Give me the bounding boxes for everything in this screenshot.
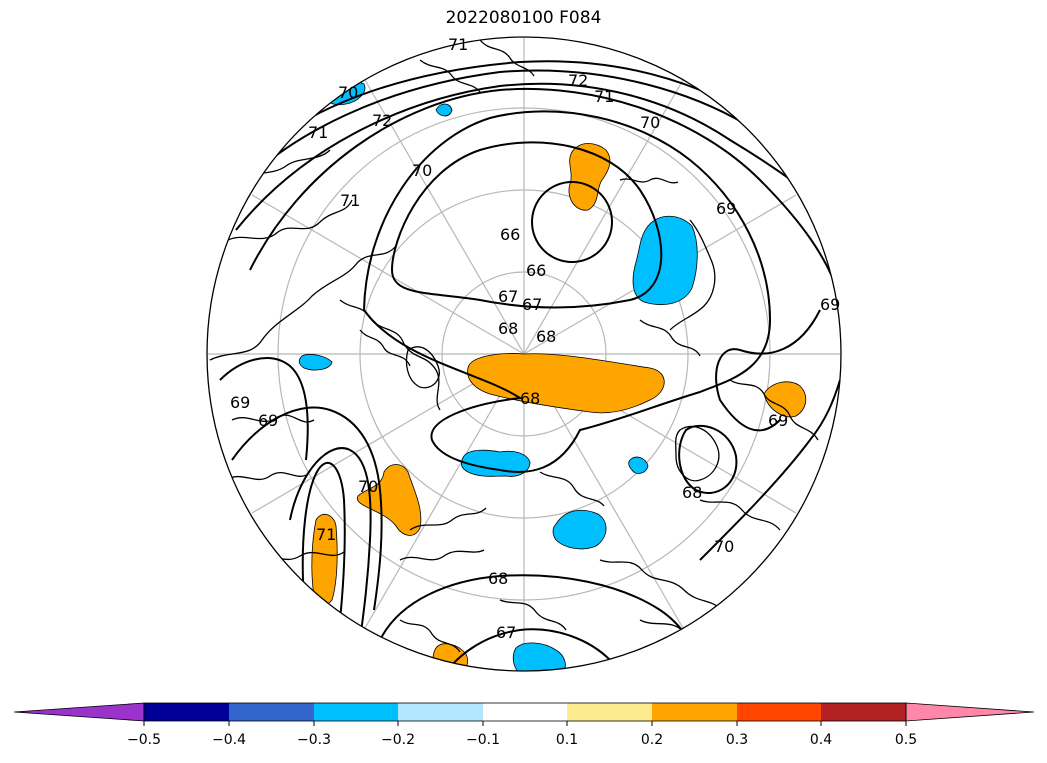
contour-label: 70 [338,83,358,102]
colorbar-bin [821,703,906,721]
coastline [639,319,701,357]
colorbar-tick-label: −0.3 [297,732,331,748]
coastline [227,199,353,241]
colorbar-bin [483,703,567,721]
negative-anomalies [298,81,698,671]
contour-label: 70 [358,477,378,496]
contour-label: 67 [498,287,518,306]
contour-67 [390,141,663,309]
contour-west-2 [289,447,372,641]
colorbar-bin [229,703,314,721]
contour-label: 69 [230,393,250,412]
anomaly-negative [552,509,607,550]
coastline [209,245,397,361]
colorbar-tick-label: 0.5 [895,732,917,748]
anomaly-negative [298,354,333,371]
contour-69-east [715,309,821,432]
coastline [405,346,440,389]
contour-label: 70 [412,161,432,180]
contour-69 [249,88,841,301]
coastline [729,379,819,441]
contour-label: 69 [768,411,788,430]
colorbar-extend-min [13,702,145,722]
map-title: 2022080100 F084 [445,8,602,28]
contour-label: 71 [308,123,328,142]
anomaly-positive [357,464,422,536]
coastline [419,59,481,93]
contour-label: 72 [372,111,392,130]
contour-label: 67 [522,295,542,314]
contour-label: 71 [316,525,336,544]
contour-68-east [678,425,738,494]
contour-72 [259,60,701,151]
anomaly-negative [435,103,453,117]
contour-66 [531,181,613,263]
contour-label: 68 [682,483,702,502]
contour-label: 71 [340,191,360,210]
colorbar-bin [737,703,821,721]
colorbar-tick-label: 0.2 [641,732,663,748]
contour-71 [225,69,771,201]
coastline [359,329,411,367]
contour-labels: 71 70 71 72 72 71 70 70 71 69 69 66 66 6… [230,35,840,642]
contour-label: 70 [714,537,734,556]
colorbar-bin [314,703,398,721]
coastline [409,507,487,531]
coastline [599,559,725,613]
coastline [225,471,309,481]
contour-west-3 [301,462,346,621]
contour-label: 70 [640,113,660,132]
anomaly-negative [460,449,531,477]
colorbar-tick-label: −0.2 [381,732,415,748]
coastline [539,471,605,507]
contour-label: 71 [594,87,614,106]
contour-68 [362,110,772,473]
contour-label: 69 [820,295,840,314]
contour-70-east [699,379,841,561]
anomaly-positive [763,381,807,418]
contour-label: 68 [488,569,508,588]
colorbar-bin [144,703,229,721]
contour-67-south [439,628,611,671]
contour-label: 71 [448,35,468,54]
colorbar-tick-label: −0.5 [127,732,161,748]
anomaly-negative [628,456,649,474]
colorbar-bin [652,703,737,721]
contour-label: 66 [500,225,520,244]
coastline [699,499,781,531]
contour-label: 69 [716,199,736,218]
anomaly-negative [632,215,698,305]
anomaly-negative [512,642,566,671]
coastline [499,599,567,631]
coastline [619,177,679,184]
contour-label: 67 [496,623,516,642]
colorbar: −0.5 −0.4 −0.3 −0.2 −0.1 0.1 0.2 0.3 0.4… [13,702,1035,748]
coastline [399,619,461,653]
contour-west-1 [231,406,383,611]
contours [219,60,841,671]
contour-label: 69 [258,411,278,430]
contour-label: 68 [498,319,518,338]
colorbar-extend-max [905,702,1035,722]
colorbar-bin [398,703,483,721]
contour-label: 68 [520,389,540,408]
coastline [669,219,716,331]
coastline [399,549,485,561]
contour-label: 68 [536,327,556,346]
contour-label: 66 [526,261,546,280]
colorbar-tick-label: 0.4 [810,732,832,748]
contour-west-4 [219,357,309,461]
coastline [675,425,720,482]
anomaly-positive [311,513,338,606]
colorbar-tick-label: 0.3 [726,732,748,748]
contour-label: 72 [568,71,588,90]
colorbar-tick-label: −0.1 [466,732,500,748]
map-boundary [206,36,842,672]
colorbar-tick-label: 0.1 [556,732,578,748]
colorbar-bin [567,703,652,721]
colorbar-tick-label: −0.4 [212,732,246,748]
contour-70 [235,82,841,231]
